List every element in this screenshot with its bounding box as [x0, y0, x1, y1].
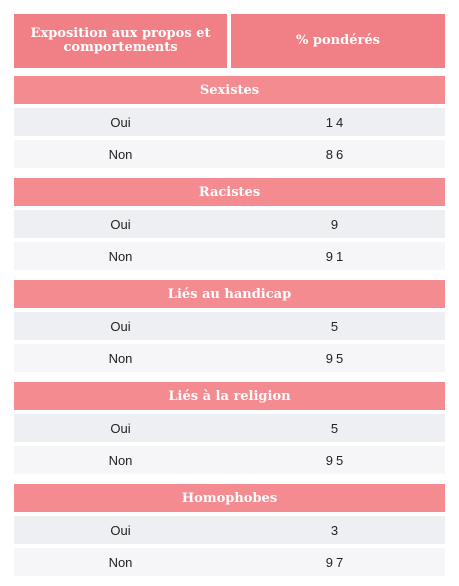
row-value: 91 — [227, 242, 445, 270]
table-row: Oui 5 — [14, 414, 445, 442]
section-title: Liés au handicap — [14, 280, 445, 308]
row-value: 97 — [227, 548, 445, 576]
table-row: Non 95 — [14, 446, 445, 474]
table-row: Non 86 — [14, 140, 445, 168]
row-label: Oui — [14, 210, 227, 238]
table-row: Non 97 — [14, 548, 445, 576]
section-title: Homophobes — [14, 484, 445, 512]
section-religion: Liés à la religion Oui 5 Non 95 — [14, 382, 445, 474]
section-title: Racistes — [14, 178, 445, 206]
row-label: Non — [14, 242, 227, 270]
row-label: Oui — [14, 516, 227, 544]
table-row: Oui 9 — [14, 210, 445, 238]
row-label: Oui — [14, 312, 227, 340]
row-value: 95 — [227, 446, 445, 474]
section-handicap: Liés au handicap Oui 5 Non 95 — [14, 280, 445, 372]
row-label: Non — [14, 140, 227, 168]
row-value: 5 — [227, 414, 445, 442]
header-weighted-percent: % pondérés — [231, 14, 445, 68]
row-value: 3 — [227, 516, 445, 544]
row-value: 9 — [227, 210, 445, 238]
section-homophobes: Homophobes Oui 3 Non 97 — [14, 484, 445, 576]
row-value: 14 — [227, 108, 445, 136]
section-racistes: Racistes Oui 9 Non 91 — [14, 178, 445, 270]
section-title: Sexistes — [14, 76, 445, 104]
table-header: Exposition aux propos et comportements %… — [14, 14, 445, 68]
header-exposure: Exposition aux propos et comportements — [14, 14, 227, 68]
row-label: Non — [14, 446, 227, 474]
row-value: 95 — [227, 344, 445, 372]
table-row: Non 91 — [14, 242, 445, 270]
row-value: 5 — [227, 312, 445, 340]
table-row: Oui 3 — [14, 516, 445, 544]
section-title: Liés à la religion — [14, 382, 445, 410]
exposure-table: Exposition aux propos et comportements %… — [14, 14, 445, 586]
table-row: Non 95 — [14, 344, 445, 372]
table-row: Oui 14 — [14, 108, 445, 136]
table-row: Oui 5 — [14, 312, 445, 340]
section-sexistes: Sexistes Oui 14 Non 86 — [14, 76, 445, 168]
row-label: Non — [14, 548, 227, 576]
row-value: 86 — [227, 140, 445, 168]
row-label: Oui — [14, 414, 227, 442]
row-label: Oui — [14, 108, 227, 136]
row-label: Non — [14, 344, 227, 372]
